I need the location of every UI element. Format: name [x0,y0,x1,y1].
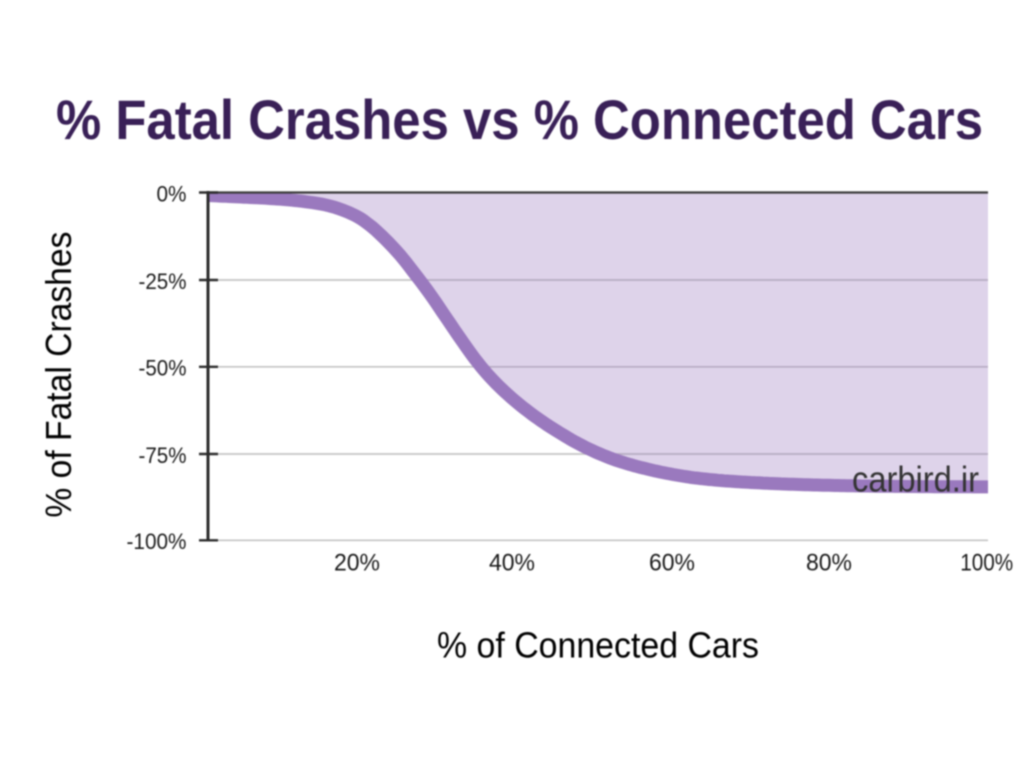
svg-text:40%: 40% [489,550,535,577]
svg-text:% of Fatal Crashes: % of Fatal Crashes [38,232,79,518]
svg-text:20%: 20% [334,550,380,577]
svg-text:-100%: -100% [127,529,187,554]
svg-text:-25%: -25% [139,269,187,294]
svg-text:% of Connected Cars: % of Connected Cars [437,624,759,665]
svg-text:0%: 0% [157,181,187,206]
svg-text:-75%: -75% [139,443,187,468]
svg-text:-50%: -50% [139,355,187,380]
svg-text:100%: 100% [960,550,1013,577]
svg-text:80%: 80% [806,550,852,577]
svg-text:carbird.ir: carbird.ir [852,459,979,500]
svg-text:60%: 60% [649,550,695,577]
svg-text:% Fatal Crashes vs % Connected: % Fatal Crashes vs % Connected Cars [56,88,983,151]
